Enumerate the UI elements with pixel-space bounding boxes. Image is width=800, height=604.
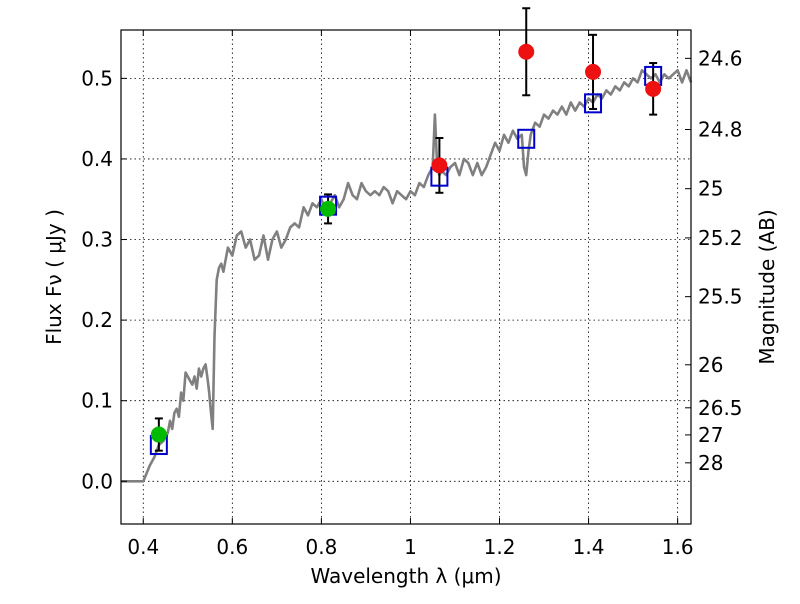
y-tick-label: 0.3 (81, 228, 113, 252)
x-tick-label: 1 (404, 535, 417, 559)
magnitude-tick-label: 25.5 (698, 285, 743, 309)
plot-frame (120, 29, 692, 525)
x-tick-label: 0.4 (127, 535, 159, 559)
x-tick-label: 1.6 (662, 535, 694, 559)
magnitude-tick-label: 24.8 (698, 118, 743, 142)
magnitude-tick-label: 26 (698, 353, 723, 377)
magnitude-tick-label: 28 (698, 451, 723, 475)
x-tick-label: 0.6 (216, 535, 248, 559)
observed-point (645, 80, 662, 97)
error-bars (154, 7, 658, 452)
magnitude-tick-label: 25.2 (698, 226, 743, 250)
model-spectrum-line (121, 69, 693, 483)
observed-point (150, 426, 167, 443)
y-tick-label: 0.4 (81, 147, 113, 171)
x-tick-label: 1.2 (484, 535, 516, 559)
magnitude-axis-label: Magnitude (AB) (755, 209, 779, 364)
magnitude-tick-label: 26.5 (698, 396, 743, 420)
observed-photometry (150, 43, 662, 443)
observed-point (431, 157, 448, 174)
y-tick-label: 0.5 (81, 66, 113, 90)
x-axis-label: Wavelength λ (μm) (310, 564, 501, 588)
model-photometry-square (517, 128, 536, 149)
ticks (121, 30, 691, 524)
y-tick-label: 0.1 (81, 389, 113, 413)
model-photometry (149, 65, 663, 456)
magnitude-tick-label: 24.6 (698, 46, 743, 70)
magnitude-tick-label: 27 (698, 423, 723, 447)
model-spectrum (121, 69, 693, 483)
magnitude-tick-label: 25 (698, 177, 723, 201)
x-tick-labels: 0.4 0.6 0.8 1 1.2 1.4 1.6 (127, 535, 693, 559)
grid (121, 30, 691, 524)
model-photometry-square (584, 93, 603, 114)
x-tick-label: 1.4 (573, 535, 605, 559)
y-tick-labels: 0.0 0.1 0.2 0.3 0.4 0.5 (81, 66, 113, 493)
y-tick-label: 0.0 (81, 469, 113, 493)
y-axis-label: Flux Fν ( μJy ) (42, 209, 66, 345)
magnitude-tick-labels: 24.6 24.8 25 25.2 25.5 26 26.5 27 28 (698, 46, 743, 474)
observed-point (585, 63, 602, 80)
x-tick-label: 0.8 (305, 535, 337, 559)
observed-point (518, 43, 535, 60)
observed-point (320, 200, 337, 217)
y-tick-label: 0.2 (81, 308, 113, 332)
